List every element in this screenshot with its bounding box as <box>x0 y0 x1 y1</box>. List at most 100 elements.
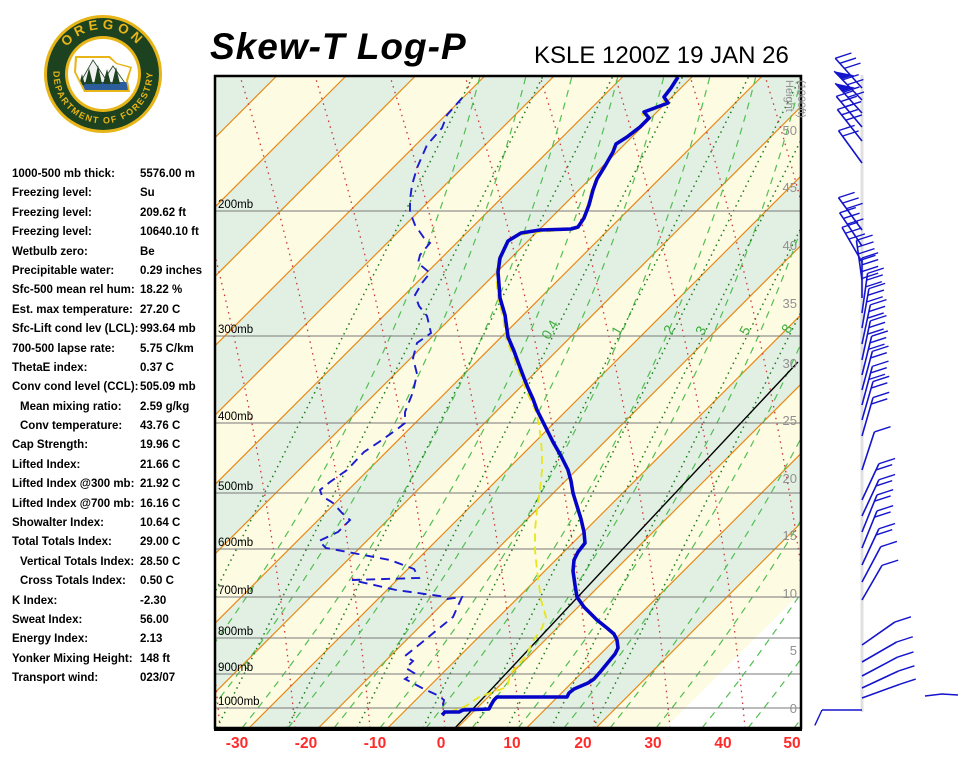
wind-barb <box>861 540 898 583</box>
height-tick-label: 50 <box>783 123 797 138</box>
stat-label: Energy Index: <box>12 633 89 646</box>
wind-barb <box>861 559 899 601</box>
moist-adiabat-line <box>932 76 960 728</box>
stat-row: Cross Totals Index: 0.50 C <box>12 575 212 594</box>
wind-barb <box>861 298 887 345</box>
dry-adiabat-line <box>239 76 371 728</box>
wind-barb <box>814 709 862 726</box>
wind-barb <box>837 124 863 164</box>
isotherm-line <box>0 76 138 728</box>
stat-row: Transport wind: 023/07 <box>12 672 212 691</box>
pressure-tick-label: 1000mb <box>218 696 260 708</box>
temp-tick-label: -30 <box>226 735 248 752</box>
temp-tick-label: 20 <box>574 735 591 752</box>
stat-label: Precipitable water: <box>12 264 115 277</box>
dry-adiabat-line <box>840 76 960 728</box>
stat-label: Freezing level: <box>12 206 92 219</box>
moist-adiabat-line <box>241 76 573 728</box>
temperature-trace <box>440 76 680 717</box>
skew-band <box>0 76 138 728</box>
moist-adiabat-line <box>333 76 665 728</box>
mixing-ratio-line <box>356 76 684 728</box>
moist-adiabat-line <box>609 436 801 728</box>
stat-label: Vertical Totals Index: <box>20 555 135 568</box>
mixing-ratio-line <box>215 76 474 594</box>
wind-barb <box>861 426 891 471</box>
stat-value: 27.20 C <box>140 303 181 316</box>
stat-value: 2.59 g/kg <box>140 400 190 413</box>
stat-label: K Index: <box>12 594 58 607</box>
isotherm-line <box>0 76 69 728</box>
stat-label: Cap Strength: <box>12 439 89 452</box>
wind-barb <box>861 678 916 699</box>
skew-band <box>215 106 801 728</box>
stat-value: 0.29 inches <box>140 264 203 277</box>
pressure-tick-label: 700mb <box>218 585 253 597</box>
isotherm-line <box>215 76 694 555</box>
stat-label: Freezing level: <box>12 187 92 200</box>
stat-value: 023/07 <box>140 672 176 685</box>
wind-barb <box>861 504 894 549</box>
stat-row: Sfc-Lift cond lev (LCL): 993.64 mb <box>12 323 212 342</box>
stat-row: Energy Index: 2.13 <box>12 633 212 652</box>
stat-row: Mean mixing ratio: 2.59 g/kg <box>12 401 212 420</box>
mixing-ratio-line <box>550 226 801 728</box>
isotherm-line <box>526 452 801 728</box>
dry-adiabat-line <box>215 671 221 728</box>
stat-row: Total Totals Index: 29.00 C <box>12 536 212 555</box>
stat-label: Lifted Index @700 mb: <box>12 497 135 510</box>
moist-adiabat-line <box>701 592 801 728</box>
stat-row: ThetaE index: 0.37 C <box>12 362 212 381</box>
stat-label: Conv cond level (CCL): <box>12 381 139 394</box>
stat-row: Lifted Index @300 mb: 21.92 C <box>12 478 212 497</box>
isotherm-line <box>215 76 416 278</box>
stat-row: Freezing level: 209.62 ft <box>12 207 212 226</box>
height-axis-title: (1000ft) <box>795 80 807 118</box>
stat-row: Lifted Index @700 mb: 16.16 C <box>12 498 212 517</box>
stat-label: Yonker Mixing Height: <box>12 652 133 665</box>
wind-barb <box>861 252 879 298</box>
stat-value: 18.22 % <box>140 284 183 297</box>
stat-value: 43.76 C <box>140 420 181 433</box>
moist-adiabat-line <box>563 342 801 728</box>
wind-barb <box>861 314 887 361</box>
pressure-tick-label: 900mb <box>218 662 253 674</box>
wind-barb <box>861 636 914 663</box>
skew-band <box>215 76 801 693</box>
moist-adiabat-line <box>215 76 527 705</box>
moist-adiabat-line <box>840 76 960 728</box>
wind-barb <box>861 375 890 421</box>
stat-row: Freezing level: Su <box>12 187 212 206</box>
stat-value: 5.75 C/km <box>140 342 194 355</box>
isotherm-line <box>0 76 207 728</box>
stat-value: 21.66 C <box>140 458 181 471</box>
stat-row: Conv cond level (CCL): 505.09 mb <box>12 381 212 400</box>
stat-row: Cap Strength: 19.96 C <box>12 439 212 458</box>
temp-tick-label: 10 <box>503 735 520 752</box>
wind-barb <box>861 345 889 391</box>
height-tick-label: 5 <box>790 643 797 658</box>
height-tick-label: 40 <box>783 238 797 253</box>
moist-adiabat-line <box>287 76 619 728</box>
wind-barb <box>855 234 876 281</box>
stat-row: Precipitable water: 0.29 inches <box>12 265 212 284</box>
pressure-tick-label: 800mb <box>218 626 253 638</box>
wind-barb <box>836 103 863 142</box>
stat-label: Est. max temperature: <box>12 303 133 316</box>
isotherm-line <box>595 522 801 728</box>
temp-tick-label: 30 <box>644 735 661 752</box>
station-time-label: KSLE 1200Z 19 JAN 26 <box>534 42 789 69</box>
wind-barbs <box>814 52 959 726</box>
stat-row: Vertical Totals Index: 28.50 C <box>12 556 212 575</box>
stat-label: Sweat Index: <box>12 613 83 626</box>
dry-adiabat-line <box>215 253 296 728</box>
stat-row: K Index: -2.30 <box>12 595 212 614</box>
stat-value: -2.30 <box>140 594 167 607</box>
moist-adiabat-line <box>425 76 757 728</box>
temp-tick-label: 50 <box>783 735 800 752</box>
height-tick-label: 0 <box>790 701 797 716</box>
stat-label: Sfc-500 mean rel hum: <box>12 284 135 297</box>
wind-barb <box>861 267 884 314</box>
